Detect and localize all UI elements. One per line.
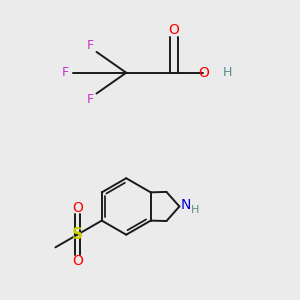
Text: O: O <box>168 22 179 37</box>
Text: S: S <box>72 227 83 242</box>
Text: O: O <box>72 254 83 268</box>
Text: O: O <box>72 201 83 215</box>
Text: O: O <box>198 66 209 80</box>
Text: H: H <box>223 66 232 79</box>
Text: F: F <box>87 40 94 52</box>
Text: F: F <box>62 66 69 79</box>
Text: N: N <box>181 198 191 212</box>
Text: H: H <box>191 205 199 215</box>
Text: F: F <box>87 93 94 106</box>
